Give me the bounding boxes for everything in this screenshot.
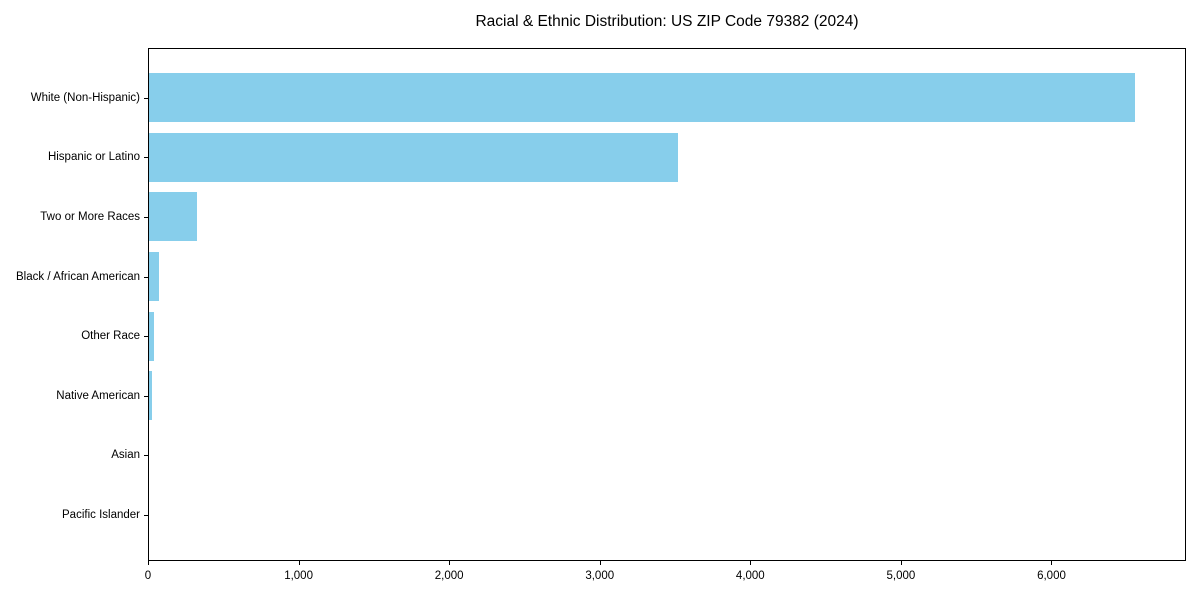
chart-title: Racial & Ethnic Distribution: US ZIP Cod…	[475, 13, 859, 30]
x-tick-label: 5,000	[886, 570, 916, 582]
x-tick-label: 6,000	[1037, 570, 1066, 582]
x-tick-label: 4,000	[735, 570, 765, 582]
y-tick	[144, 276, 148, 278]
y-axis-label: Asian	[111, 449, 140, 462]
x-tick	[900, 561, 902, 565]
plot-area	[148, 48, 1186, 561]
x-tick	[599, 561, 601, 565]
bar-two-or-more-races	[149, 192, 197, 242]
x-tick	[298, 561, 300, 565]
x-tick	[1051, 561, 1053, 565]
y-axis-label: Hispanic or Latino	[47, 151, 140, 164]
bar-native-american	[149, 371, 152, 421]
y-tick	[144, 336, 148, 338]
x-tick	[148, 561, 149, 565]
y-axis-label: Two or More Races	[40, 210, 140, 223]
y-tick	[144, 514, 148, 516]
y-axis-label: Black / African American	[16, 270, 140, 283]
x-tick-label: 3,000	[585, 570, 615, 582]
bar-white-non-hispanic	[149, 73, 1135, 123]
y-tick	[144, 97, 148, 99]
bar-hispanic-or-latino	[149, 132, 678, 182]
y-tick	[144, 455, 148, 457]
y-tick	[144, 157, 148, 159]
y-axis-label: White (Non-Hispanic)	[30, 91, 140, 104]
y-axis-label: Other Race	[81, 330, 140, 343]
y-axis-label: Pacific Islander	[62, 508, 140, 521]
x-tick	[750, 561, 752, 565]
y-axis-label: Native American	[56, 389, 140, 402]
y-tick	[144, 216, 148, 218]
x-tick-label: 1,000	[284, 570, 313, 582]
x-tick-label: 0	[144, 570, 152, 582]
bar-other-race	[149, 311, 154, 361]
x-tick	[449, 561, 451, 565]
y-tick	[144, 395, 148, 397]
x-tick-label: 2,000	[434, 570, 464, 582]
bar-black-african-american	[149, 252, 159, 301]
